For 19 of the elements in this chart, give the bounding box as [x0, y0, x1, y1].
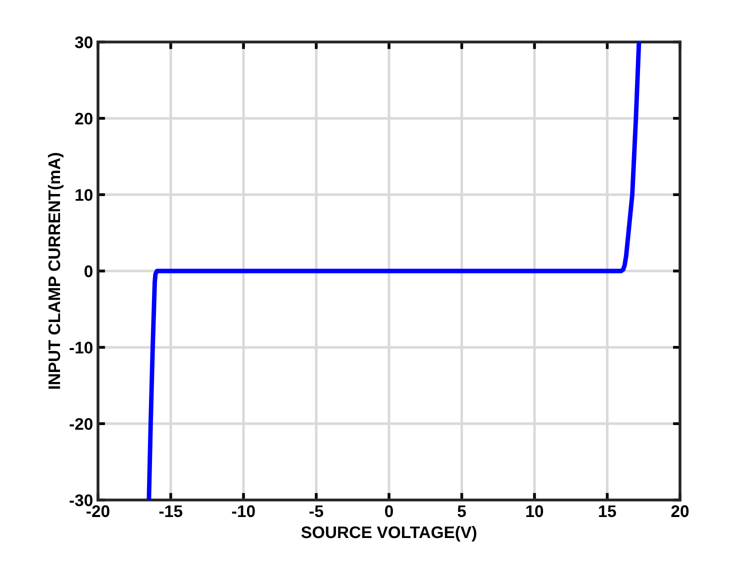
y-tick-label: -20 [70, 418, 92, 430]
x-tick-label: 5 [458, 505, 466, 518]
x-tick-label: 10 [526, 505, 544, 518]
y-axis-title: INPUT CLAMP CURRENT(mA) [48, 153, 64, 389]
line-series [146, 42, 642, 500]
y-tick-label: -30 [70, 494, 92, 506]
y-tick-label: -10 [70, 342, 92, 354]
x-tick-label: 15 [599, 505, 616, 518]
x-axis-title: SOURCE VOLTAGE(V) [301, 526, 476, 542]
y-tick-label: 0 [84, 265, 92, 278]
x-tick-label: 20 [671, 505, 689, 518]
y-tick-label: 10 [76, 189, 92, 201]
x-tick-label: -15 [159, 505, 182, 518]
y-tick-label: 20 [75, 112, 92, 125]
x-tick-label: -5 [309, 505, 324, 518]
y-tick-label: 30 [74, 36, 92, 48]
x-tick-label: -20 [86, 505, 110, 518]
x-tick-label: 0 [385, 505, 393, 518]
x-tick-label: -10 [232, 505, 255, 518]
